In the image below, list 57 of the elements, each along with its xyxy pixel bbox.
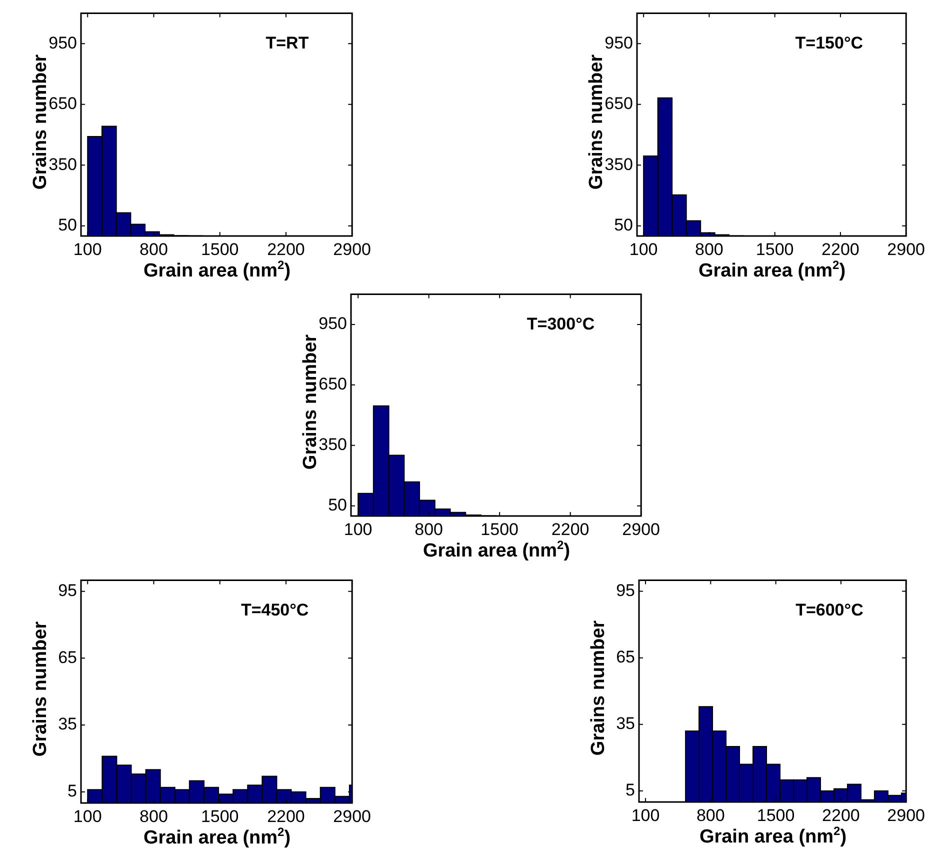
x-tick-label: 1500 (200, 240, 239, 259)
y-tick-label: 650 (318, 374, 347, 394)
x-tick-label: 100 (73, 806, 102, 826)
y-axis-title: Grains number (30, 620, 52, 756)
text: T=150°C (795, 33, 864, 52)
x-axis-title: Grain area (nm$^{2}$) (422, 538, 570, 562)
x-tick-label: 100 (344, 520, 372, 539)
y-tick-label: 35 (616, 714, 635, 734)
x-tick-label: 2900 (622, 520, 660, 539)
x-tick-label: 800 (140, 806, 168, 826)
y-tick-label: 50 (58, 216, 77, 235)
y-tick-label: 950 (604, 33, 633, 52)
y-tick-label: 350 (48, 154, 77, 174)
x-tick-label: 100 (631, 806, 660, 825)
text: T=300°C (526, 314, 595, 334)
x-tick-label: 2200 (267, 806, 305, 826)
x-tick-label: 100 (73, 240, 102, 259)
x-tick-label: 800 (696, 806, 725, 825)
y-tick-label: 350 (604, 154, 633, 174)
y-tick-label: 650 (48, 94, 77, 114)
y-tick-label: 50 (328, 496, 347, 515)
y-tick-label: 5 (68, 782, 77, 801)
y-tick-label: 950 (318, 314, 347, 334)
x-tick-label: 2200 (551, 520, 590, 539)
y-tick-label: 65 (58, 648, 77, 667)
x-tick-label: 800 (695, 240, 724, 259)
x-tick-label: 2900 (333, 806, 372, 826)
y-tick-label: 950 (48, 33, 77, 52)
x-tick-label: 2200 (267, 240, 305, 259)
x-axis-title: Grain area (nm$^{2}$) (143, 258, 291, 282)
x-tick-label: 1500 (756, 240, 794, 259)
x-tick-label: 2200 (822, 240, 860, 259)
x-tick-label: 1500 (200, 806, 239, 826)
x-tick-label: 2200 (822, 806, 860, 825)
y-tick-label: 50 (614, 216, 633, 235)
x-axis-title: Grain area (nm$^{2}$) (698, 258, 846, 282)
y-tick-label: 5 (626, 780, 635, 800)
x-axis-title: Grain area (nm$^{2}$) (699, 824, 847, 848)
y-tick-label: 35 (58, 714, 77, 734)
text: T=600°C (796, 600, 864, 620)
x-axis-title: Grain area (nm$^{2}$) (143, 825, 291, 850)
y-tick-label: 95 (616, 580, 635, 600)
x-tick-label: 2900 (887, 240, 926, 259)
y-tick-label: 650 (604, 94, 633, 114)
x-tick-label: 100 (629, 240, 658, 259)
x-tick-label: 800 (414, 520, 444, 539)
x-tick-label: 2900 (333, 240, 372, 259)
y-tick-label: 95 (58, 581, 77, 600)
text: T=450°C (240, 600, 309, 620)
y-axis-title: Grains number (588, 620, 610, 756)
x-tick-label: 2900 (887, 806, 926, 825)
y-tick-label: 65 (616, 648, 635, 667)
x-tick-label: 1500 (480, 520, 518, 539)
text: T=RT (266, 33, 310, 52)
x-tick-label: 1500 (756, 806, 795, 825)
x-tick-label: 800 (140, 240, 168, 259)
y-tick-label: 350 (318, 435, 347, 454)
